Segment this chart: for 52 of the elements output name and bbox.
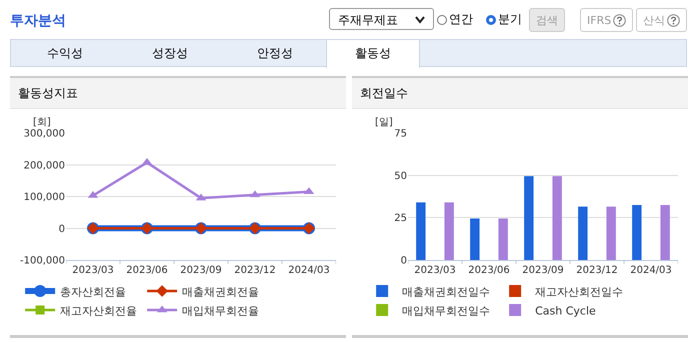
- legend-label: 재고자산회전일수: [535, 285, 624, 298]
- chart-title: 활동성지표: [10, 78, 346, 109]
- bar: [606, 206, 616, 260]
- chart-title: 회전일수: [352, 78, 688, 109]
- x-tick-label: 2023/12: [234, 265, 276, 276]
- y-tick-label: 50: [394, 170, 407, 182]
- bar: [578, 206, 588, 260]
- legend-label: 매입채무회전율: [182, 304, 260, 318]
- text: 수익성: [46, 45, 84, 62]
- bar: [524, 176, 534, 260]
- y-tick-label: 25: [394, 213, 407, 224]
- x-tick-label: 2023/12: [576, 265, 618, 276]
- legend-label: 재고자산회전율: [60, 304, 138, 318]
- text: 주재무제표: [329, 8, 434, 30]
- x-tick-label: 2023/09: [180, 265, 222, 276]
- legend-label: 매입채무회전일수: [402, 304, 490, 318]
- text: 활동성: [326, 39, 420, 68]
- y-tick-label: -100,000: [20, 256, 65, 266]
- text: 검색: [536, 12, 558, 28]
- legend-label: Cash Cycle: [535, 304, 596, 318]
- legend-label: 총자산회전율: [60, 285, 126, 298]
- y-tick-label: 300,000: [24, 128, 65, 140]
- legend-label: 매출채권회전일수: [402, 285, 490, 298]
- text: 연간: [449, 11, 473, 28]
- text: 성장성: [151, 45, 189, 62]
- y-tick-label: 100,000: [24, 192, 65, 203]
- bar: [416, 202, 426, 260]
- y-tick-label: 0: [400, 256, 407, 266]
- legend-label: 매출채권회전율: [182, 285, 260, 298]
- x-tick-label: 2023/03: [414, 265, 456, 276]
- bar: [552, 176, 562, 260]
- x-tick-label: 2023/09: [522, 265, 564, 276]
- text: 안정성: [256, 45, 294, 62]
- bar: [498, 218, 508, 260]
- x-tick-label: 2023/06: [126, 265, 168, 276]
- x-tick-label: 2024/03: [630, 265, 672, 276]
- y-axis-title: [회]: [33, 117, 51, 128]
- bar: [660, 204, 670, 260]
- y-tick-label: 200,000: [24, 160, 65, 172]
- bar: [444, 202, 454, 260]
- text: IFRS: [587, 14, 612, 26]
- x-tick-label: 2024/03: [288, 265, 330, 276]
- bar: [632, 204, 642, 260]
- x-tick-label: 2023/03: [72, 265, 114, 276]
- y-tick-label: 75: [394, 128, 407, 140]
- y-axis-title: [일]: [375, 117, 393, 128]
- text: 투자분석: [10, 12, 66, 30]
- y-tick-label: 0: [58, 224, 65, 235]
- bar: [470, 218, 480, 260]
- text: 산식: [643, 12, 665, 28]
- text: 분기: [498, 11, 522, 28]
- x-tick-label: 2023/06: [468, 265, 510, 276]
